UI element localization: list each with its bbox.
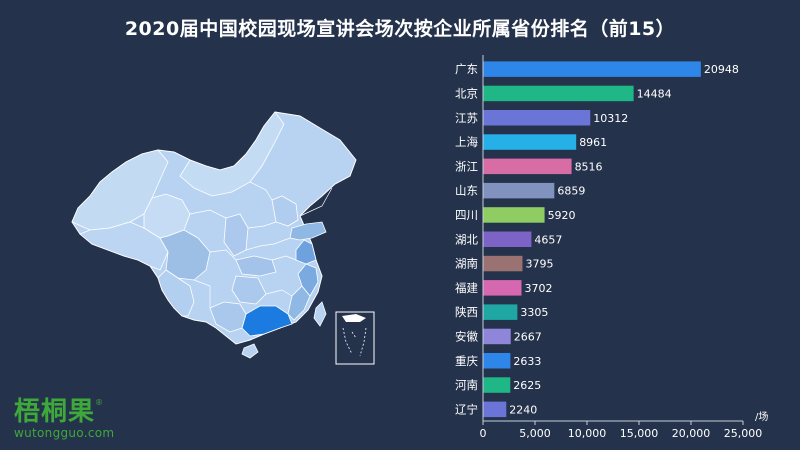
map-province-zhejiang — [297, 263, 319, 297]
category-label: 上海 — [455, 135, 478, 149]
bar-2 — [483, 85, 634, 102]
value-label: 10312 — [593, 112, 628, 125]
value-label: 20948 — [704, 63, 739, 76]
bar-3 — [483, 110, 591, 126]
logo-text: 梧桐果 — [14, 397, 96, 427]
map-inset-south-sea — [335, 311, 375, 365]
map-boundaries — [189, 181, 333, 308]
map-province-tibet — [79, 221, 169, 271]
map-province-guangxi — [209, 301, 247, 333]
value-label: 5920 — [548, 209, 576, 222]
value-label: 4657 — [534, 233, 562, 246]
category-label: 山东 — [455, 184, 478, 198]
map-province-shandong — [289, 221, 327, 241]
china-map-svg — [71, 111, 375, 365]
value-label: 2667 — [514, 330, 542, 343]
map-island-taiwan — [313, 301, 327, 327]
map-province-hunan — [231, 275, 267, 305]
value-label: 2625 — [513, 379, 541, 392]
bar-5 — [483, 158, 572, 175]
x-tick-label: 10,000 — [568, 427, 607, 440]
map-province-neimenggu — [179, 111, 285, 197]
category-label: 广东 — [455, 62, 478, 76]
map-province-qinghai — [143, 193, 191, 239]
category-label: 湖北 — [455, 232, 478, 246]
value-label: 3702 — [525, 282, 553, 295]
map-island-hainan — [241, 343, 259, 359]
value-label: 3305 — [520, 306, 548, 319]
bar-8 — [483, 231, 532, 247]
bar-14 — [483, 377, 511, 393]
value-label: 2240 — [509, 403, 537, 416]
category-label: 重庆 — [455, 354, 478, 368]
value-label: 6859 — [557, 185, 585, 198]
bar-4 — [483, 134, 577, 150]
category-label: 福建 — [455, 281, 478, 295]
category-label: 陕西 — [455, 305, 478, 319]
value-label: 8516 — [575, 160, 603, 173]
category-label: 河南 — [455, 378, 478, 392]
brand-logo: 梧桐果® wutongguo.com — [14, 398, 114, 440]
category-label: 北京 — [455, 86, 478, 100]
x-tick-label: 5,000 — [519, 427, 551, 440]
x-tick-label: 25,000 — [724, 427, 763, 440]
bar-1 — [483, 61, 701, 77]
x-axis-unit: /场 — [755, 410, 768, 423]
bar-7 — [483, 207, 545, 223]
logo-url: wutongguo.com — [14, 426, 115, 440]
x-tick-label: 0 — [480, 427, 487, 440]
category-label: 湖南 — [455, 257, 478, 271]
china-map — [60, 110, 390, 370]
category-label: 安徽 — [455, 329, 478, 343]
bar-10 — [483, 280, 522, 296]
x-tick-label: 15,000 — [620, 427, 659, 440]
bar-6 — [483, 182, 555, 199]
bar-13 — [483, 353, 511, 369]
category-label: 四川 — [455, 208, 478, 222]
bar-12 — [483, 328, 511, 345]
category-label: 辽宁 — [455, 402, 478, 416]
value-label: 14484 — [637, 87, 672, 100]
logo-registered-mark: ® — [95, 398, 104, 407]
value-label: 8961 — [579, 136, 607, 149]
bar-15 — [483, 401, 507, 418]
value-label: 2633 — [513, 355, 541, 368]
bar-9 — [483, 255, 523, 272]
category-label: 江苏 — [455, 111, 478, 125]
x-tick-label: 20,000 — [672, 427, 711, 440]
bar-11 — [483, 304, 518, 320]
page-title: 2020届中国校园现场宣讲会场次按企业所属省份排名（前15） — [124, 18, 676, 40]
map-province-hubei — [235, 255, 277, 277]
value-label: 3795 — [525, 258, 553, 271]
map-province-guangdong — [241, 305, 293, 337]
map-province-yunnan — [157, 269, 195, 317]
category-label: 浙江 — [455, 159, 478, 173]
